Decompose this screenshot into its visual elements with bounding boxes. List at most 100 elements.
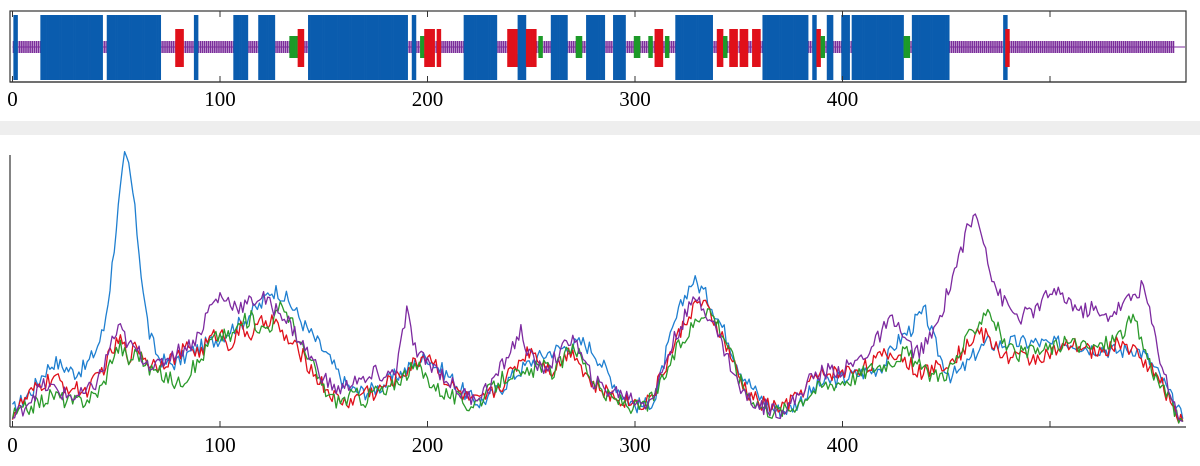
strand-bar bbox=[376, 15, 379, 80]
helix_short-bar bbox=[656, 29, 660, 67]
strand-bar bbox=[803, 15, 807, 80]
strand-bar bbox=[88, 15, 91, 80]
strand-bar bbox=[326, 15, 330, 80]
coil-mark bbox=[284, 41, 287, 53]
coil-mark bbox=[35, 41, 38, 53]
track-x-axis: 0 100 200 300 400 bbox=[7, 11, 1186, 111]
strand-bar bbox=[557, 15, 560, 80]
strand-bar bbox=[382, 15, 386, 80]
coil-mark bbox=[1091, 41, 1094, 53]
strand-bar bbox=[602, 15, 606, 80]
strand-bar bbox=[44, 15, 47, 80]
coil-mark bbox=[608, 41, 610, 53]
strand-bar bbox=[698, 15, 701, 80]
coil-mark bbox=[228, 41, 231, 53]
strand-bar bbox=[270, 15, 274, 80]
strand-bar bbox=[876, 15, 879, 80]
coil-mark bbox=[629, 41, 631, 53]
strand-bar bbox=[137, 15, 141, 80]
strand-bar bbox=[696, 15, 699, 80]
coil-mark bbox=[1068, 41, 1071, 53]
strand-bar bbox=[702, 15, 705, 80]
strand-bar bbox=[617, 15, 620, 80]
strand-bar bbox=[115, 15, 118, 80]
strand-bar bbox=[799, 15, 803, 80]
strand-bar bbox=[403, 15, 406, 80]
series-line-2 bbox=[11, 300, 1184, 424]
coil-mark bbox=[1010, 41, 1013, 53]
strand-bar bbox=[897, 15, 900, 80]
strand-bar bbox=[594, 15, 597, 80]
strand-bar bbox=[550, 15, 554, 80]
helix_short-bar bbox=[525, 29, 529, 67]
coil-mark bbox=[1035, 41, 1038, 53]
coil-mark bbox=[282, 41, 285, 53]
coil-mark bbox=[409, 41, 411, 53]
coil-mark bbox=[977, 41, 980, 53]
track-tick-label: 400 bbox=[827, 87, 859, 111]
strand-bar bbox=[872, 15, 875, 80]
strand-bar bbox=[930, 15, 933, 80]
strand-bar bbox=[600, 15, 603, 80]
coil-mark bbox=[460, 41, 463, 53]
strand-bar bbox=[474, 15, 477, 80]
coil-mark bbox=[502, 41, 505, 53]
coil-mark bbox=[971, 41, 973, 53]
coil-mark bbox=[546, 41, 548, 53]
strand-bar bbox=[623, 15, 626, 80]
strand-bar bbox=[588, 15, 591, 80]
coil-mark bbox=[456, 41, 459, 53]
strand-bar bbox=[71, 15, 74, 80]
strand-bar bbox=[886, 15, 890, 80]
coil-mark bbox=[1027, 41, 1030, 53]
strand-bar bbox=[942, 15, 946, 80]
coil-mark bbox=[1135, 41, 1137, 53]
coil-mark bbox=[1081, 41, 1083, 53]
coil-mark bbox=[672, 41, 675, 53]
strand-bar bbox=[874, 15, 877, 80]
coil-mark bbox=[454, 41, 457, 53]
coil-mark bbox=[1031, 41, 1034, 53]
coil-mark bbox=[670, 41, 673, 53]
coil-mark bbox=[191, 41, 193, 53]
strand-bar bbox=[945, 15, 948, 80]
strand-bar bbox=[932, 15, 935, 80]
coil-mark bbox=[994, 41, 996, 53]
coil-mark bbox=[224, 41, 226, 53]
strand-bar bbox=[391, 15, 394, 80]
strand-bar bbox=[361, 15, 365, 80]
helix_short-bar bbox=[818, 29, 821, 67]
strand-bar bbox=[144, 15, 147, 80]
turn-bar bbox=[723, 36, 726, 58]
coil-mark bbox=[23, 41, 25, 53]
coil-mark bbox=[1127, 41, 1129, 53]
strand-bar bbox=[316, 15, 319, 80]
coil-mark bbox=[1083, 41, 1086, 53]
strand-bar bbox=[882, 15, 886, 80]
coil-mark bbox=[166, 41, 168, 53]
coil-mark bbox=[450, 41, 453, 53]
strand-bar bbox=[563, 15, 566, 80]
strand-bar bbox=[619, 15, 622, 80]
coil-mark bbox=[1168, 41, 1171, 53]
coil-mark bbox=[1151, 41, 1154, 53]
coil-mark bbox=[1172, 41, 1175, 53]
x-tick-label: 400 bbox=[827, 433, 859, 457]
coil-mark bbox=[33, 41, 36, 53]
coil-mark bbox=[543, 41, 546, 53]
turn-bar bbox=[420, 36, 423, 58]
coil-mark bbox=[1064, 41, 1067, 53]
strand-bar bbox=[262, 15, 265, 80]
coil-mark bbox=[446, 41, 449, 53]
strand-bar bbox=[239, 15, 242, 80]
strand-bar bbox=[465, 15, 469, 80]
coil-mark bbox=[1054, 41, 1056, 53]
strand-bar bbox=[386, 15, 390, 80]
strand-bar bbox=[768, 15, 772, 80]
coil-mark bbox=[286, 41, 289, 53]
coil-mark bbox=[1160, 41, 1162, 53]
strand-bar bbox=[469, 15, 473, 80]
strand-bar bbox=[158, 15, 162, 80]
helix_short-bar bbox=[426, 29, 429, 67]
strand-bar bbox=[264, 15, 267, 80]
